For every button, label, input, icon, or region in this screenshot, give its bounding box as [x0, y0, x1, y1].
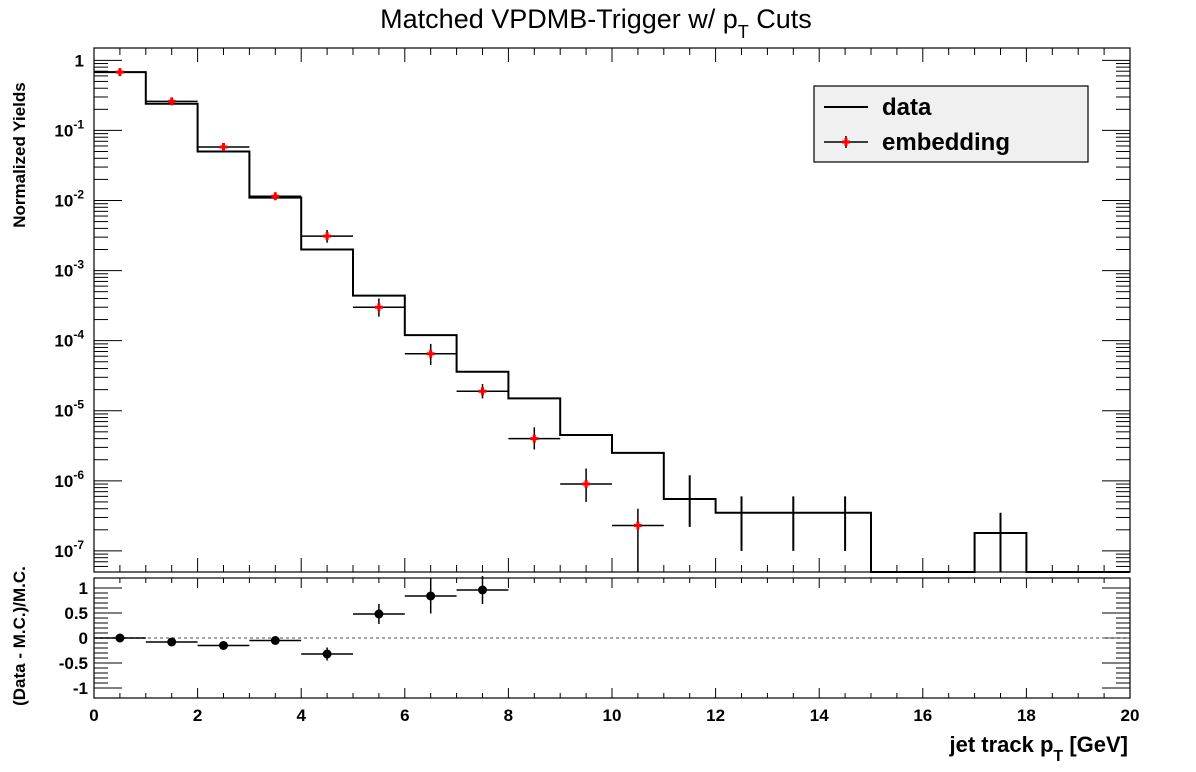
legend-data-label: data: [882, 94, 932, 121]
ratio-y-tick-label: -1: [73, 679, 88, 698]
embedding-point: [323, 232, 332, 241]
x-tick-label: 14: [810, 706, 829, 725]
legend-box: [813, 85, 1089, 163]
legend: data embedding: [813, 85, 1089, 163]
y-tick-label: 10-3: [54, 258, 84, 281]
top-axis-ticks: 1 10-1 10-2 10-3 10-4 10-5 10-6 10-7: [54, 48, 1131, 573]
ratio-y-tick-label: 0: [79, 629, 88, 648]
embedding-point: [633, 521, 642, 530]
embedding-point: [530, 434, 539, 443]
x-tick-label: 2: [193, 706, 202, 725]
ratio-point: [426, 591, 436, 601]
legend-embedding-label: embedding: [882, 129, 1010, 156]
x-tick-label: 8: [504, 706, 513, 725]
y-tick-label: 10-4: [54, 328, 84, 351]
embedding-point: [271, 192, 280, 201]
embedding-point: [582, 480, 591, 489]
y-tick-label: 1: [75, 51, 84, 70]
y-tick-label: 10-7: [54, 538, 84, 561]
embedding-point: [426, 349, 435, 358]
embedding-series: [94, 68, 664, 572]
x-tick-label: 16: [913, 706, 932, 725]
y-tick-label: 10-2: [54, 188, 84, 211]
ratio-point: [374, 609, 384, 619]
x-tick-label: 20: [1121, 706, 1140, 725]
ratio-y-tick-label: 1: [79, 579, 88, 598]
ratio-y-axis-label: (Data - M.C.)/M.C.: [10, 566, 29, 706]
embedding-point: [115, 68, 124, 77]
ratio-point: [322, 649, 332, 659]
embedding-point: [167, 97, 176, 106]
ratio-point: [115, 633, 125, 643]
ratio-axis-ticks: 0 2 4 6 8 10 12 14 16 18 20 1 0.5 0 -0.5 -1: [59, 578, 1140, 725]
legend-embedding-marker: [842, 138, 850, 146]
x-axis-label: jet track pT [GeV]: [948, 732, 1128, 765]
data-histogram-step: [94, 71, 1130, 573]
ratio-y-tick-label: -0.5: [59, 654, 88, 673]
x-tick-label: 18: [1017, 706, 1036, 725]
x-tick-label: 10: [603, 706, 622, 725]
ratio-point: [167, 637, 177, 647]
chart-title: Matched VPDMB-Trigger w/ pT Cuts: [380, 4, 812, 42]
x-tick-label: 6: [400, 706, 409, 725]
ratio-point: [478, 585, 487, 595]
embedding-point: [478, 387, 487, 396]
top-y-axis-label: Normalized Yields: [10, 82, 29, 228]
ratio-series: [94, 576, 509, 661]
y-tick-label: 10-5: [54, 398, 84, 421]
y-tick-label: 10-6: [54, 468, 84, 491]
embedding-point: [374, 303, 383, 312]
ratio-point: [219, 641, 228, 650]
ratio-point: [270, 636, 280, 645]
ratio-y-tick-label: 0.5: [64, 604, 88, 623]
x-tick-label: 0: [89, 706, 98, 725]
y-tick-label: 10-1: [54, 117, 84, 140]
x-tick-label: 4: [296, 706, 306, 725]
x-tick-label: 12: [706, 706, 725, 725]
data-series: [94, 71, 1130, 573]
embedding-point: [219, 143, 228, 151]
